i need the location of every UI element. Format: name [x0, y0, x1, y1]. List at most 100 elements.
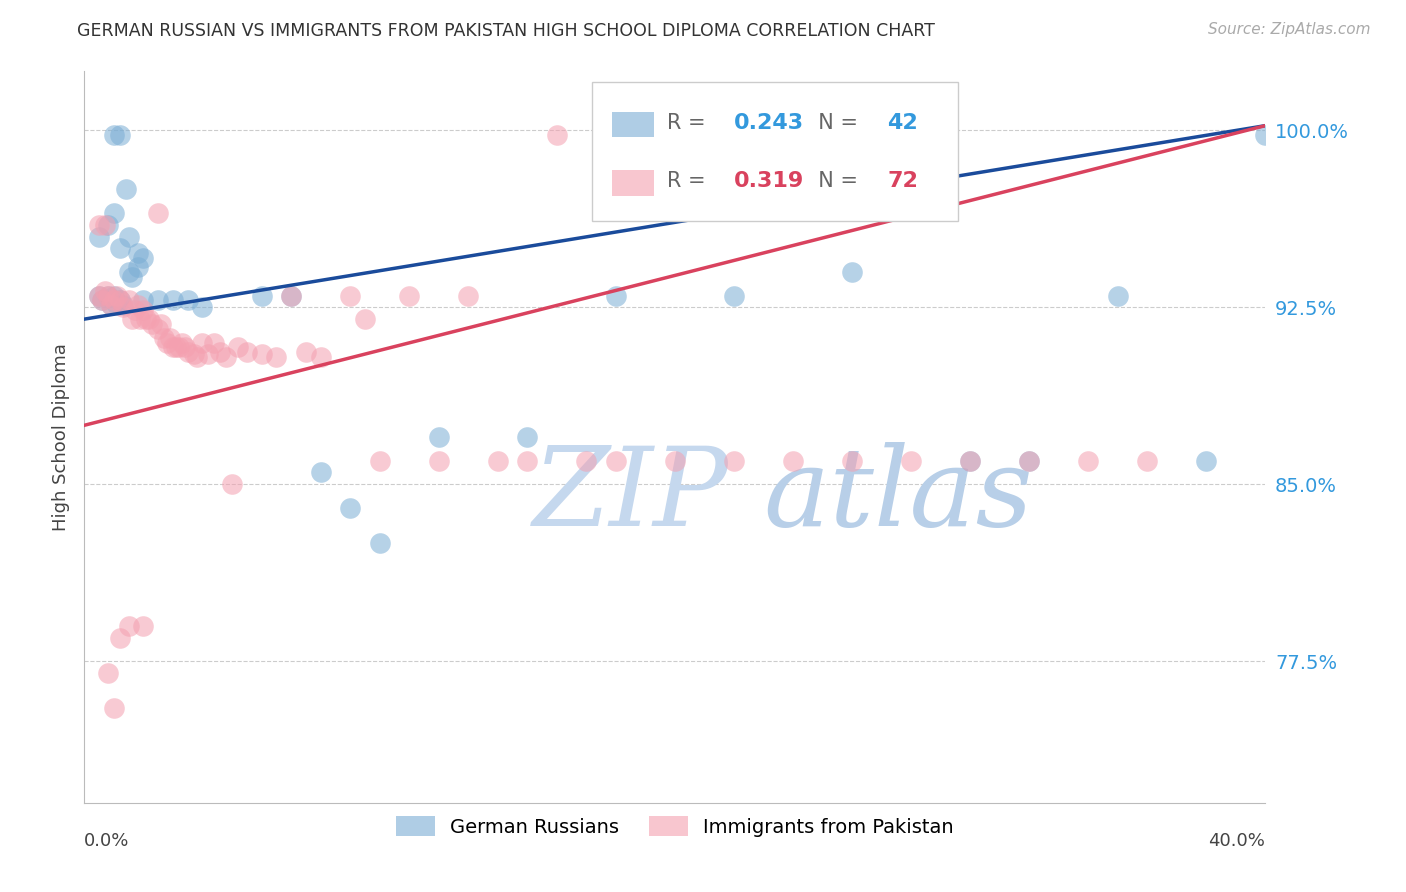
Point: [105, 298, 128, 312]
Point: [1254, 128, 1277, 142]
Point: [118, 619, 141, 633]
Point: [111, 301, 134, 315]
Point: [87, 288, 111, 302]
Point: [486, 453, 509, 467]
Point: [202, 335, 225, 350]
Text: ZIP: ZIP: [533, 442, 730, 549]
Point: [398, 288, 420, 302]
Point: [111, 298, 134, 312]
Point: [605, 288, 627, 302]
Point: [186, 350, 208, 364]
Point: [177, 293, 200, 308]
Point: [148, 206, 170, 220]
Point: [150, 317, 173, 331]
FancyBboxPatch shape: [592, 82, 959, 221]
Point: [723, 288, 745, 302]
Point: [118, 229, 141, 244]
Point: [108, 128, 131, 142]
Point: [221, 477, 243, 491]
Point: [250, 288, 273, 302]
Point: [87, 288, 111, 302]
Text: 0.243: 0.243: [734, 112, 804, 133]
Point: [191, 335, 214, 350]
Text: atlas: atlas: [763, 442, 1033, 549]
Point: [121, 269, 143, 284]
Point: [141, 317, 163, 331]
Point: [91, 293, 114, 308]
Point: [148, 293, 170, 308]
Text: R =: R =: [666, 112, 711, 133]
Point: [132, 293, 155, 308]
Point: [664, 453, 686, 467]
Text: 72: 72: [887, 171, 918, 191]
Point: [132, 251, 155, 265]
Text: N =: N =: [804, 171, 865, 191]
Point: [1018, 453, 1040, 467]
Point: [173, 340, 195, 354]
Point: [339, 500, 361, 515]
Point: [127, 246, 149, 260]
Text: 42: 42: [887, 112, 918, 133]
Point: [368, 536, 391, 550]
Point: [427, 453, 450, 467]
Point: [118, 293, 141, 308]
Point: [148, 321, 170, 335]
Point: [108, 293, 131, 308]
Point: [546, 128, 568, 142]
Point: [1195, 453, 1218, 467]
Point: [723, 453, 745, 467]
Point: [129, 312, 152, 326]
Point: [103, 293, 125, 308]
Point: [368, 453, 391, 467]
Point: [97, 288, 120, 302]
Point: [1136, 453, 1159, 467]
Point: [103, 206, 125, 220]
Point: [516, 430, 538, 444]
Point: [121, 312, 143, 326]
Point: [170, 335, 193, 350]
Point: [266, 350, 288, 364]
Point: [959, 453, 981, 467]
Point: [132, 619, 155, 633]
Text: 0.319: 0.319: [734, 171, 804, 191]
Point: [427, 430, 450, 444]
Point: [191, 301, 214, 315]
Bar: [612, 170, 654, 195]
Point: [108, 631, 131, 645]
Point: [127, 298, 149, 312]
Text: GERMAN RUSSIAN VS IMMIGRANTS FROM PAKISTAN HIGH SCHOOL DIPLOMA CORRELATION CHART: GERMAN RUSSIAN VS IMMIGRANTS FROM PAKIST…: [77, 22, 935, 40]
Point: [1107, 288, 1129, 302]
Point: [135, 312, 157, 326]
Point: [138, 312, 160, 326]
Point: [100, 298, 122, 312]
Point: [1077, 453, 1099, 467]
Point: [103, 288, 125, 302]
Point: [114, 182, 136, 196]
Point: [97, 288, 120, 302]
Point: [91, 293, 114, 308]
Point: [280, 288, 302, 302]
Point: [516, 453, 538, 467]
Point: [177, 345, 200, 359]
Point: [159, 331, 181, 345]
Point: [900, 453, 922, 467]
Point: [127, 260, 149, 275]
Point: [295, 345, 318, 359]
Point: [841, 265, 863, 279]
Point: [108, 241, 131, 255]
Point: [209, 345, 232, 359]
Point: [87, 229, 111, 244]
Point: [236, 345, 259, 359]
Text: Source: ZipAtlas.com: Source: ZipAtlas.com: [1208, 22, 1371, 37]
Point: [105, 288, 128, 302]
Point: [782, 453, 804, 467]
Point: [841, 453, 863, 467]
Point: [457, 288, 479, 302]
Point: [153, 331, 176, 345]
Text: 0.0%: 0.0%: [84, 832, 129, 850]
Point: [354, 312, 377, 326]
Text: R =: R =: [666, 171, 711, 191]
Point: [162, 340, 184, 354]
Text: 40.0%: 40.0%: [1209, 832, 1265, 850]
Point: [94, 218, 117, 232]
